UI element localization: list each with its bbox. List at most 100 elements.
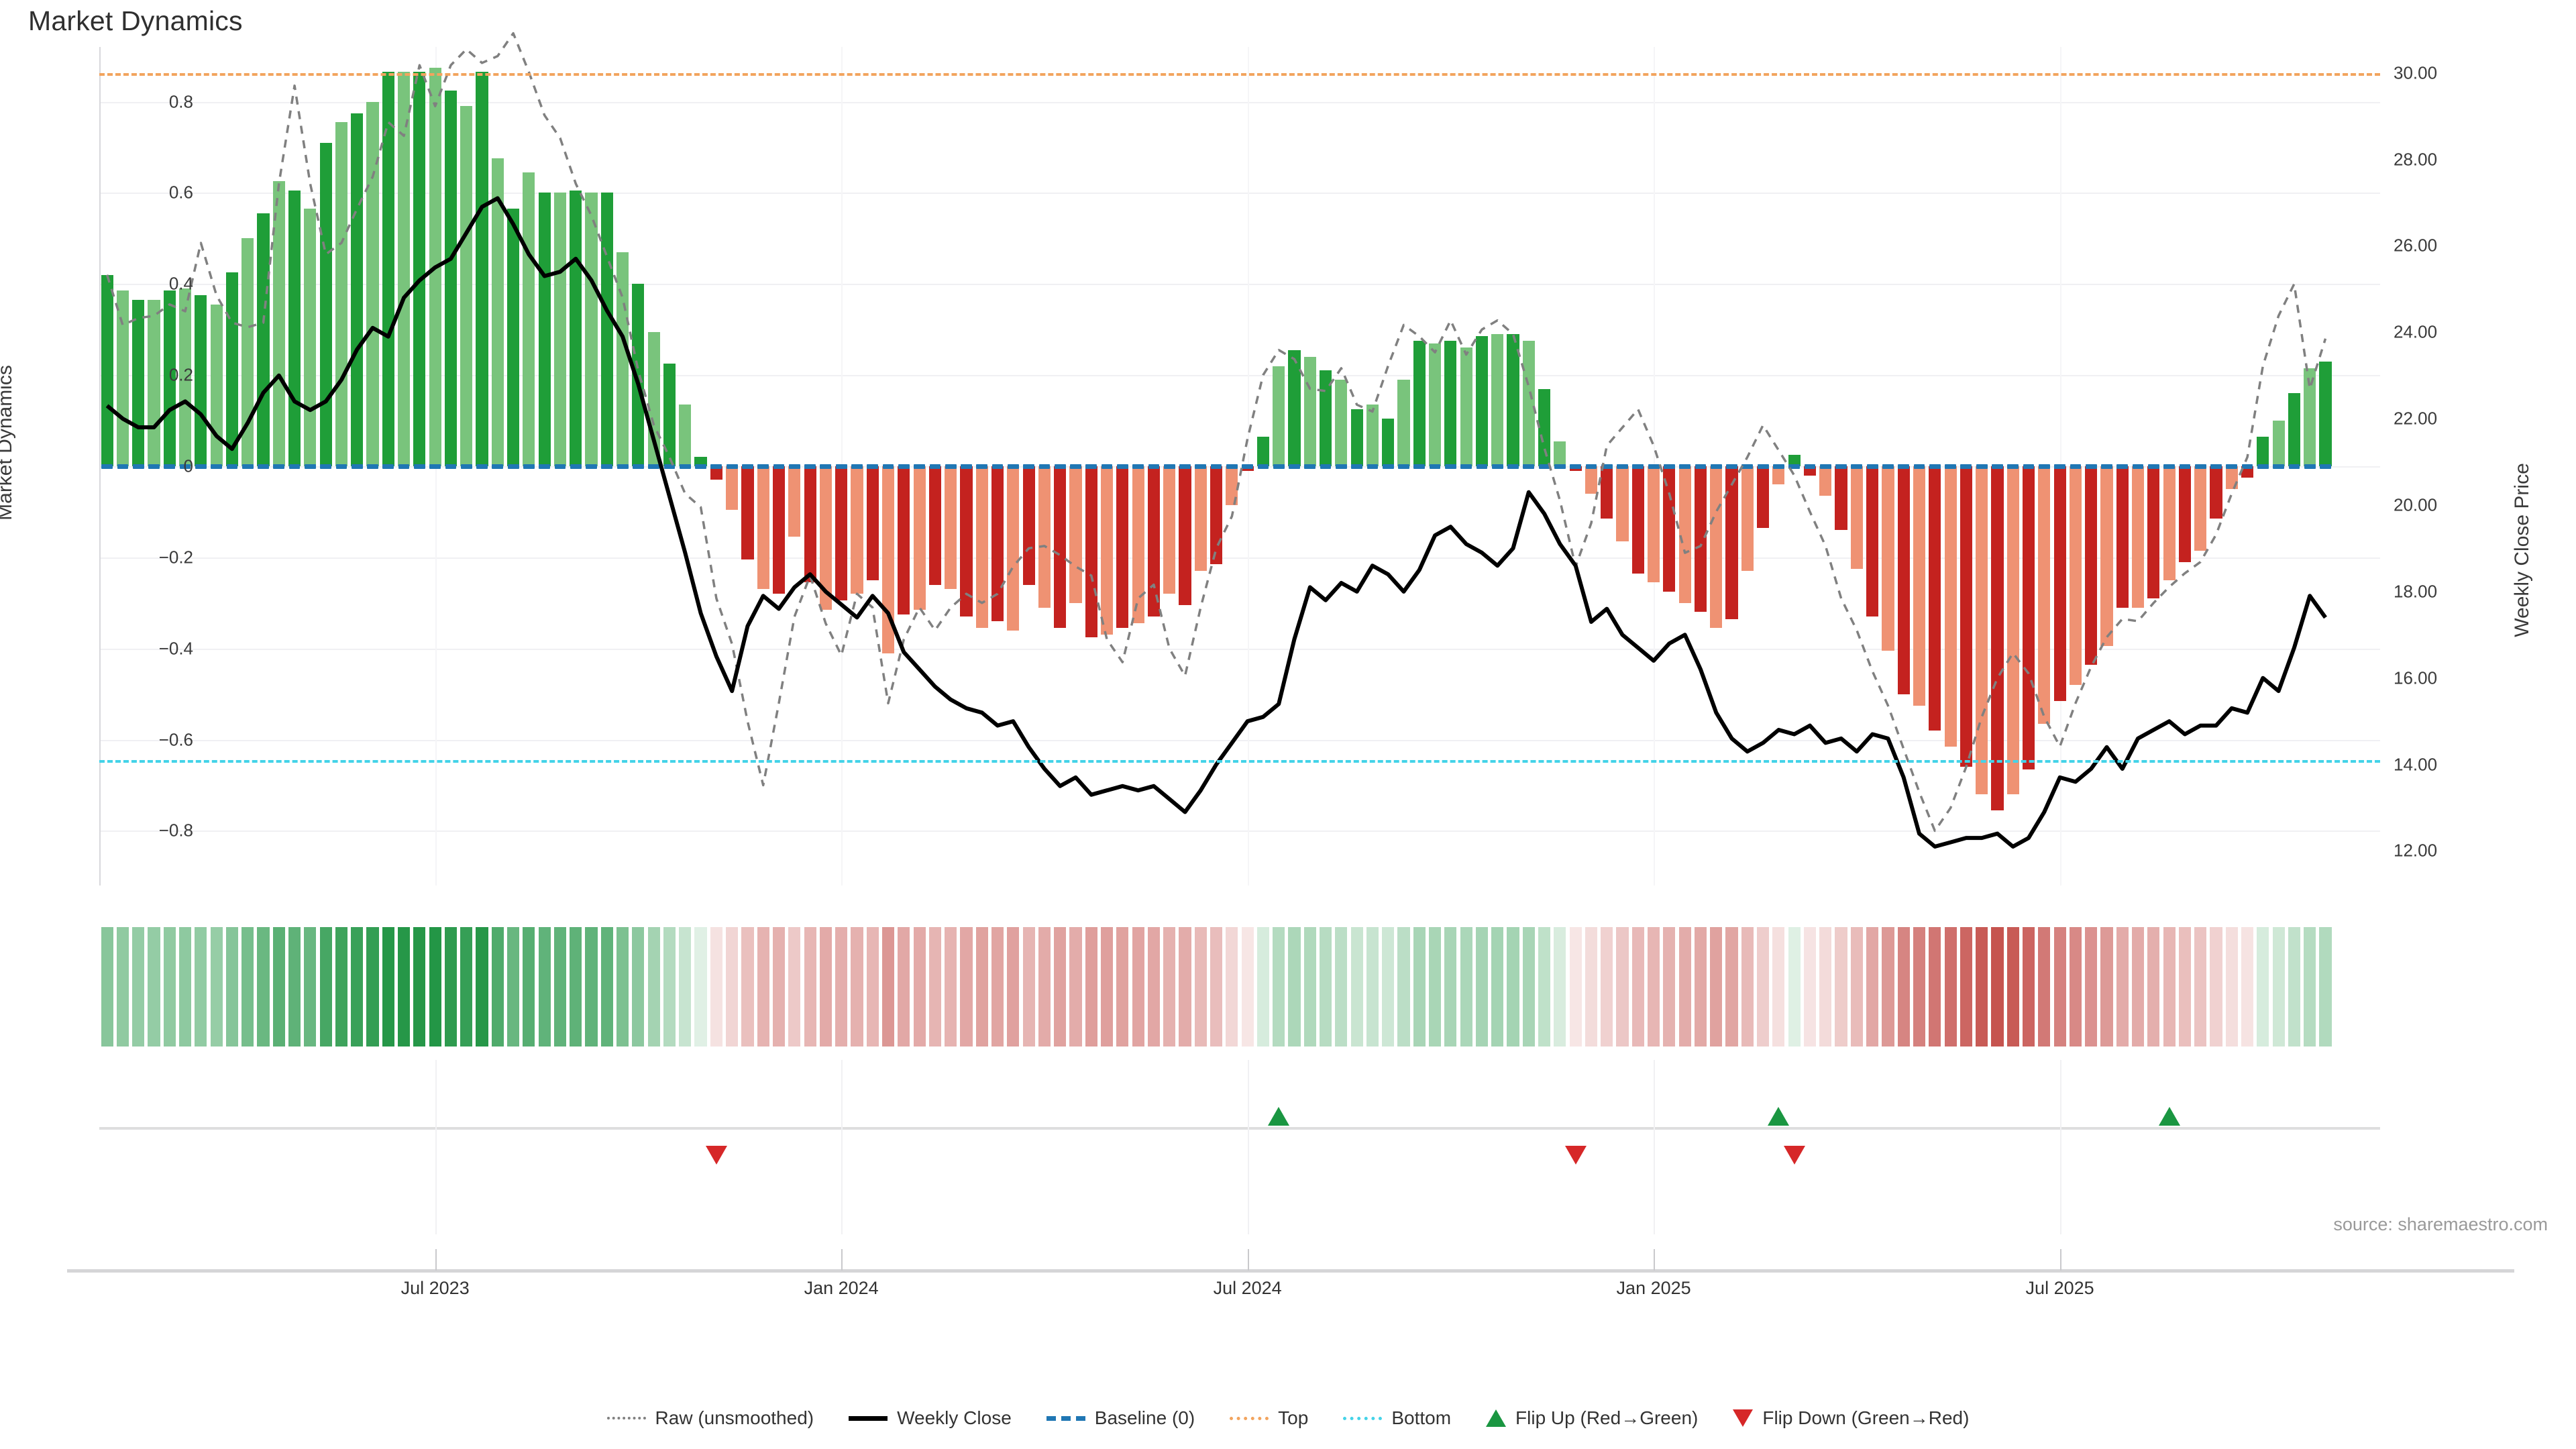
- bar[interactable]: [1648, 466, 1660, 583]
- heatmap-cell[interactable]: [1475, 927, 1489, 1046]
- bar[interactable]: [1273, 366, 1285, 466]
- bar[interactable]: [2257, 436, 2269, 466]
- heatmap-cell[interactable]: [1522, 927, 1535, 1046]
- bar[interactable]: [1444, 341, 1457, 466]
- flip-up-marker[interactable]: [2158, 1107, 2180, 1126]
- bar[interactable]: [1460, 347, 1472, 466]
- bar[interactable]: [2241, 466, 2254, 478]
- bar[interactable]: [1835, 466, 1847, 531]
- heatmap-cell[interactable]: [148, 927, 160, 1046]
- bar[interactable]: [1725, 466, 1738, 619]
- bar[interactable]: [898, 466, 910, 614]
- heatmap-cell[interactable]: [1179, 927, 1191, 1046]
- bar[interactable]: [585, 193, 598, 466]
- bar[interactable]: [460, 106, 473, 466]
- heatmap-cell[interactable]: [366, 927, 379, 1046]
- bar[interactable]: [1382, 418, 1395, 466]
- heatmap-cell[interactable]: [1413, 927, 1426, 1046]
- bar[interactable]: [866, 466, 879, 580]
- heatmap-cell[interactable]: [460, 927, 473, 1046]
- bar[interactable]: [1085, 466, 1097, 637]
- bar[interactable]: [1429, 343, 1442, 466]
- bar[interactable]: [710, 466, 722, 480]
- bar[interactable]: [788, 466, 801, 537]
- heatmap-cell[interactable]: [257, 927, 270, 1046]
- bar[interactable]: [2006, 466, 2019, 795]
- bar[interactable]: [632, 284, 645, 466]
- heatmap-cell[interactable]: [835, 927, 848, 1046]
- heatmap-cell[interactable]: [851, 927, 863, 1046]
- bar[interactable]: [1022, 466, 1035, 585]
- heatmap-cell[interactable]: [1866, 927, 1879, 1046]
- heatmap-cell[interactable]: [2038, 927, 2051, 1046]
- legend-item[interactable]: Bottom: [1343, 1407, 1451, 1429]
- bar[interactable]: [2131, 466, 2145, 608]
- bar[interactable]: [1538, 388, 1551, 466]
- heatmap-cell[interactable]: [1991, 927, 2004, 1046]
- heatmap-cell[interactable]: [1444, 927, 1457, 1046]
- bar[interactable]: [1320, 370, 1332, 466]
- bar[interactable]: [1116, 466, 1129, 629]
- heatmap-cell[interactable]: [195, 927, 207, 1046]
- bar[interactable]: [2272, 421, 2285, 466]
- flip-down-marker[interactable]: [1564, 1146, 1587, 1165]
- heatmap-cell[interactable]: [1460, 927, 1472, 1046]
- heatmap-cell[interactable]: [1288, 927, 1301, 1046]
- bar[interactable]: [195, 295, 207, 466]
- heatmap-cell[interactable]: [1819, 927, 1832, 1046]
- heatmap-cell[interactable]: [507, 927, 520, 1046]
- bar[interactable]: [2163, 466, 2176, 580]
- bar[interactable]: [304, 209, 317, 466]
- bar[interactable]: [2069, 466, 2082, 686]
- bar[interactable]: [319, 142, 332, 466]
- heatmap-cell[interactable]: [1585, 927, 1598, 1046]
- bar[interactable]: [1397, 379, 1410, 466]
- bar[interactable]: [1507, 333, 1519, 466]
- heatmap-cell[interactable]: [975, 927, 988, 1046]
- bar[interactable]: [1897, 466, 1910, 694]
- heatmap-cell[interactable]: [1976, 927, 1988, 1046]
- bar[interactable]: [694, 457, 707, 466]
- heatmap-cell[interactable]: [1054, 927, 1067, 1046]
- bar[interactable]: [1585, 466, 1598, 494]
- heatmap-cell[interactable]: [553, 927, 567, 1046]
- heatmap-cell[interactable]: [101, 927, 113, 1046]
- bar[interactable]: [600, 193, 613, 466]
- heatmap-cell[interactable]: [1100, 927, 1114, 1046]
- bar[interactable]: [1335, 379, 1348, 466]
- heatmap-cell[interactable]: [2304, 927, 2316, 1046]
- bar[interactable]: [335, 122, 348, 466]
- heatmap-cell[interactable]: [757, 927, 769, 1046]
- bar[interactable]: [1694, 466, 1707, 612]
- bar[interactable]: [1616, 466, 1629, 542]
- heatmap-cell[interactable]: [1303, 927, 1316, 1046]
- bar[interactable]: [1522, 341, 1535, 466]
- heatmap-cell[interactable]: [570, 927, 582, 1046]
- heatmap-cell[interactable]: [2022, 927, 2035, 1046]
- bar[interactable]: [1741, 466, 1754, 572]
- heatmap-cell[interactable]: [2116, 927, 2129, 1046]
- heatmap-cell[interactable]: [960, 927, 973, 1046]
- heatmap-cell[interactable]: [2085, 927, 2098, 1046]
- bar[interactable]: [1100, 466, 1114, 635]
- bar[interactable]: [772, 466, 786, 594]
- heatmap-cell[interactable]: [1929, 927, 1941, 1046]
- bar[interactable]: [507, 209, 520, 466]
- bar[interactable]: [804, 466, 816, 583]
- heatmap-cell[interactable]: [1913, 927, 1926, 1046]
- heatmap-cell[interactable]: [523, 927, 535, 1046]
- bar[interactable]: [991, 466, 1004, 621]
- bar[interactable]: [616, 252, 629, 466]
- bar[interactable]: [2225, 466, 2238, 489]
- bar[interactable]: [210, 304, 223, 466]
- bar[interactable]: [2194, 466, 2207, 551]
- bar[interactable]: [2147, 466, 2160, 598]
- bar[interactable]: [757, 466, 769, 590]
- bar[interactable]: [163, 290, 176, 466]
- bar[interactable]: [726, 466, 739, 510]
- heatmap-cell[interactable]: [694, 927, 707, 1046]
- heatmap-cell[interactable]: [1366, 927, 1379, 1046]
- heatmap-cell[interactable]: [1757, 927, 1770, 1046]
- bar[interactable]: [1163, 466, 1176, 594]
- heatmap-cell[interactable]: [272, 927, 285, 1046]
